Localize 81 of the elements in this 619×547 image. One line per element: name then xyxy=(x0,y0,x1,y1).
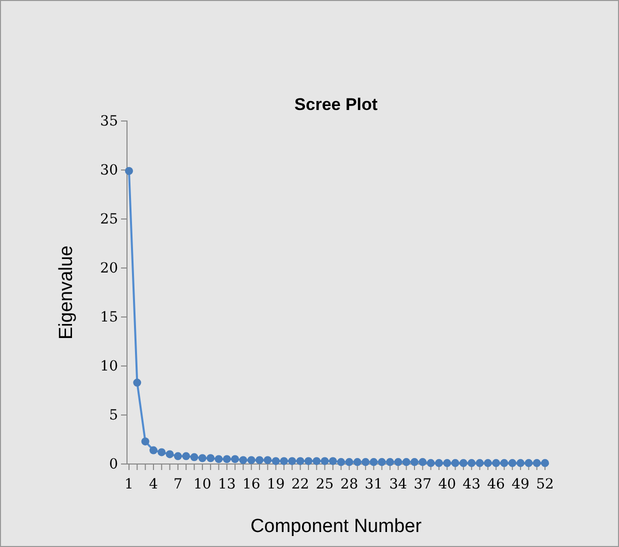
x-tick-label: 37 xyxy=(414,476,432,492)
x-tick-label: 16 xyxy=(242,476,260,492)
point xyxy=(476,459,484,467)
point xyxy=(328,457,337,466)
point xyxy=(468,459,476,467)
point xyxy=(206,454,215,462)
point xyxy=(256,456,264,464)
y-tick-label: 20 xyxy=(100,260,118,276)
x-tick-label: 46 xyxy=(487,476,506,492)
point xyxy=(410,458,418,466)
point xyxy=(516,459,525,467)
point xyxy=(247,456,256,464)
point xyxy=(443,459,452,467)
point xyxy=(451,459,460,467)
point xyxy=(296,457,304,466)
point xyxy=(133,378,142,387)
point xyxy=(272,457,280,466)
point xyxy=(484,459,492,467)
y-tick-label: 10 xyxy=(100,358,118,374)
point xyxy=(304,457,312,466)
x-tick-label: 10 xyxy=(194,476,212,492)
x-tick-label: 22 xyxy=(291,476,310,492)
x-tick-label: 1 xyxy=(124,476,134,492)
point xyxy=(141,437,150,446)
y-tick-label: 25 xyxy=(100,211,118,228)
point xyxy=(337,458,346,466)
x-tick-label: 28 xyxy=(340,476,358,492)
x-tick-label: 43 xyxy=(462,476,480,492)
point xyxy=(345,458,354,466)
point xyxy=(378,458,386,466)
point xyxy=(312,457,321,466)
point xyxy=(288,457,296,466)
x-axis-title: Component Number xyxy=(250,516,422,537)
point xyxy=(370,458,378,466)
point xyxy=(174,452,182,460)
point xyxy=(190,453,198,462)
point xyxy=(434,459,443,467)
y-tick-label: 15 xyxy=(100,309,118,326)
point xyxy=(158,448,166,456)
y-axis-title: Eigenvalue xyxy=(56,245,77,340)
point xyxy=(280,457,288,466)
x-tick-label: 34 xyxy=(389,476,408,492)
point xyxy=(541,459,549,467)
point xyxy=(231,455,240,464)
point xyxy=(198,454,206,462)
point xyxy=(166,450,174,458)
point xyxy=(149,446,158,454)
x-tick-label: 7 xyxy=(173,476,182,492)
point xyxy=(386,458,394,466)
point xyxy=(125,167,133,175)
point xyxy=(264,456,272,464)
point xyxy=(182,452,190,460)
point xyxy=(362,458,370,466)
y-tick-label: 0 xyxy=(109,456,118,472)
point xyxy=(500,459,508,467)
point xyxy=(532,459,541,467)
point xyxy=(524,459,533,467)
point xyxy=(508,459,516,467)
point xyxy=(459,459,468,467)
x-tick-label: 40 xyxy=(438,476,456,492)
point xyxy=(402,458,410,466)
x-tick-label: 19 xyxy=(266,476,285,492)
x-tick-label: 52 xyxy=(536,476,554,492)
chart-title: Scree Plot xyxy=(294,95,378,114)
x-tick-label: 31 xyxy=(364,476,383,492)
x-tick-label: 49 xyxy=(512,476,530,492)
y-tick-label: 30 xyxy=(100,162,118,178)
point xyxy=(426,459,435,467)
x-tick-label: 25 xyxy=(316,476,334,492)
y-tick-label: 35 xyxy=(100,113,118,130)
point xyxy=(222,455,231,464)
point xyxy=(320,457,329,466)
x-tick-label: 4 xyxy=(149,476,158,492)
point xyxy=(353,458,362,466)
point xyxy=(492,459,500,467)
y-tick-label: 5 xyxy=(109,407,118,424)
x-tick-label: 13 xyxy=(218,476,236,492)
point xyxy=(418,458,427,466)
point xyxy=(394,458,402,466)
point xyxy=(214,455,223,464)
point xyxy=(239,456,248,464)
